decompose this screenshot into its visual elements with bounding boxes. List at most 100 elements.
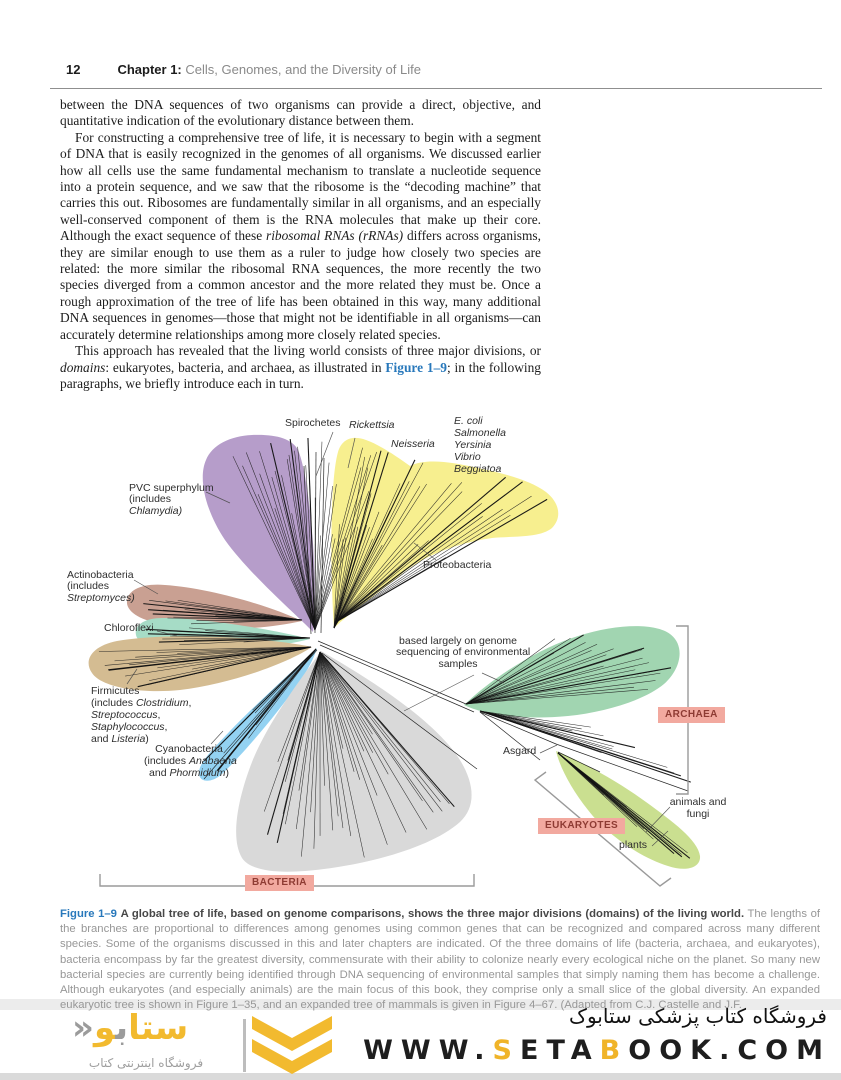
branch-line [205, 491, 231, 504]
branch-line [319, 651, 443, 812]
logo-guillemet-icon: « [72, 1008, 94, 1048]
text-segment: : eukaryotes, bacteria, and archaea, as … [105, 359, 386, 375]
branch-line [319, 651, 455, 808]
branch-line [333, 467, 369, 629]
branch-line [152, 613, 303, 621]
branch-line [271, 476, 316, 631]
label-actinobacteria: Actinobacteria (includes Streptomyces) [67, 569, 135, 604]
branch-line [465, 657, 643, 705]
branch-line [314, 484, 337, 631]
branch-line [465, 642, 586, 705]
branch-line [319, 651, 428, 830]
branch-line [149, 646, 312, 681]
branch-line [465, 637, 571, 705]
branch-line [335, 514, 511, 623]
branch-line [297, 446, 316, 631]
branch-line [143, 603, 303, 621]
label-line: (includes Anabaena [144, 755, 237, 767]
label-seg: (includes [144, 755, 189, 767]
domain-box-bacteria: BACTERIA [245, 875, 314, 891]
branch-line [203, 649, 318, 780]
branch-line [555, 743, 689, 792]
paragraph-3: This approach has revealed that the livi… [60, 343, 541, 392]
label-seg: (includes [91, 697, 136, 709]
label-seg: , [164, 721, 168, 733]
url-seg: ETA [520, 1035, 600, 1066]
branch-line [539, 744, 558, 754]
branch-line [335, 516, 483, 623]
branch-line [223, 648, 317, 754]
branch-line [314, 441, 323, 631]
branch-line [288, 454, 316, 631]
branch-line [314, 491, 370, 631]
footer-tagline: فروشگاه کتاب پزشکی ستابوک [569, 1004, 827, 1028]
branch-line [319, 651, 407, 833]
label-seg-italic: Phormidium [169, 767, 226, 779]
branch-line [319, 651, 423, 802]
branch-line [126, 668, 138, 685]
page-header: 12 Chapter 1: Cells, Genomes, and the Div… [66, 62, 421, 77]
url-seg-highlight: B [599, 1035, 629, 1066]
label-seg: and [149, 767, 170, 779]
branch-line [291, 513, 316, 631]
branch-line [333, 481, 410, 629]
branch-line [259, 451, 316, 631]
branch-line [333, 527, 370, 629]
url-seg: OOK.COM [628, 1035, 831, 1066]
footer-url[interactable]: WWW.SETABOOK.COM [363, 1035, 831, 1066]
label-line: Staphylococcus, [91, 721, 191, 733]
footer-divider [243, 1019, 246, 1072]
branch-line [314, 535, 321, 631]
branch-line [333, 544, 383, 629]
branch-line [286, 459, 316, 631]
branch-line [465, 665, 604, 705]
branch-line [319, 651, 355, 772]
label-line: and Phormidium) [144, 767, 234, 779]
branch-line [145, 628, 311, 639]
branch-line [133, 579, 159, 595]
label-line: fungi [686, 807, 710, 820]
branch-line [319, 651, 325, 786]
label-seg-italic: Clostridium [135, 697, 189, 709]
branch-line [289, 438, 316, 631]
branch-line [479, 710, 604, 737]
label-seg: ) [225, 767, 229, 779]
branch-line [333, 511, 380, 629]
branch-line [314, 462, 330, 631]
branch-line [335, 491, 463, 623]
genus-line: Vibrio [454, 451, 481, 464]
label-neisseria: Neisseria [391, 438, 435, 450]
branch-lines [98, 437, 691, 859]
branch-line [216, 648, 317, 771]
branch-line [158, 637, 311, 643]
branch-line [465, 667, 672, 705]
branch-line [177, 600, 303, 621]
branch-line [333, 456, 365, 629]
logo-subtitle: فروشگاه اینترنتی کتاب [88, 1056, 204, 1070]
branch-line [303, 465, 312, 635]
label-firmicutes: Firmicutes (includes Clostridium, Strept… [91, 685, 191, 745]
figure-1-9-reference[interactable]: Figure 1–9 [385, 359, 447, 375]
branch-line [465, 654, 607, 705]
label-line: Chlamydia) [129, 504, 183, 517]
text-segment-italic: ribosomal RNAs (rRNAs) [265, 228, 404, 244]
label-line: and Listeria) [91, 733, 191, 745]
branch-line [108, 646, 312, 671]
branch-line [210, 730, 224, 745]
branch-line [319, 651, 389, 775]
branch-line [320, 457, 325, 634]
chevron-top [252, 1016, 332, 1051]
branch-line [137, 646, 312, 688]
text-segment-italic: domains [60, 359, 106, 375]
label-seg-italic: Streptococcus [91, 709, 158, 721]
branch-line [319, 644, 475, 713]
page-number: 12 [66, 62, 81, 77]
branch-line [645, 806, 671, 833]
branch-line [167, 617, 303, 621]
branch-line [333, 462, 424, 629]
caption-figure-ref: Figure 1–9 [60, 908, 117, 920]
bottom-edge-band [0, 1073, 841, 1080]
label-seg: , [157, 709, 161, 721]
label-environmental-samples: based largely on genome sequencing of en… [396, 635, 530, 670]
